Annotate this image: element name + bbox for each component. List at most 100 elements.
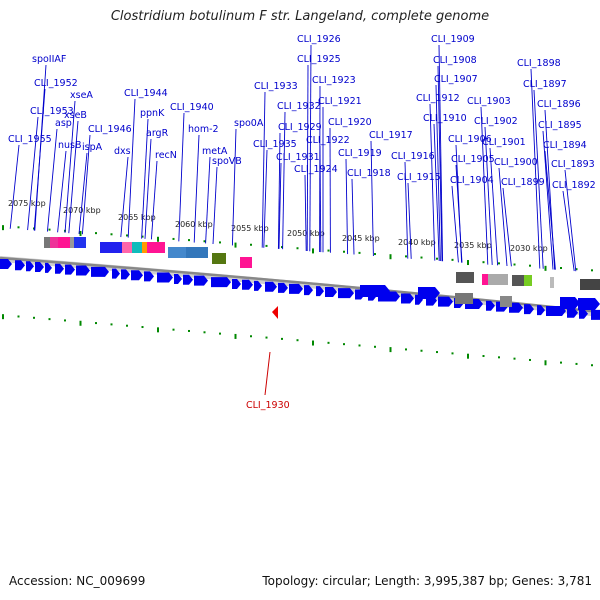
gene-label[interactable]: dxs: [114, 146, 131, 157]
gene-block[interactable]: [147, 242, 165, 253]
gene-label[interactable]: CLI_1915: [397, 172, 441, 183]
gene-label[interactable]: CLI_1918: [347, 168, 391, 179]
gene-label[interactable]: CLI_1912: [416, 93, 460, 104]
gene-arrow[interactable]: [401, 293, 414, 304]
gene-block[interactable]: [488, 274, 508, 285]
gene-arrow[interactable]: [144, 271, 154, 282]
gene-labels[interactable]: spoIIAFCLI_1952CLI_1953xseAaspxseBCLI_19…: [8, 34, 596, 411]
gene-block[interactable]: [132, 242, 142, 253]
gene-label[interactable]: ppnK: [140, 108, 165, 119]
gene-label[interactable]: xseA: [70, 90, 93, 101]
gene-label[interactable]: spoIIAF: [32, 54, 66, 65]
gene-label[interactable]: CLI_1907: [434, 74, 478, 85]
gene-arrow[interactable]: [524, 304, 534, 315]
gene-label[interactable]: CLI_1935: [253, 139, 297, 150]
gene-arrow[interactable]: [112, 268, 120, 279]
gene-arrow[interactable]: [278, 282, 288, 293]
gene-label[interactable]: CLI_1896: [537, 99, 581, 110]
gene-block[interactable]: [122, 242, 132, 253]
gene-label[interactable]: CLI_1900: [494, 157, 538, 168]
gene-arrow[interactable]: [325, 286, 337, 297]
gene-arrow[interactable]: [316, 286, 324, 297]
gene-arrow[interactable]: [438, 296, 453, 307]
gene-label[interactable]: CLI_1923: [312, 75, 356, 86]
gene-label[interactable]: hom-2: [188, 124, 219, 135]
gene-label[interactable]: CLI_1893: [551, 159, 595, 170]
gene-block[interactable]: [44, 237, 50, 248]
gene-block[interactable]: [524, 275, 532, 286]
gene-block[interactable]: [70, 237, 74, 248]
gene-block[interactable]: [212, 253, 226, 264]
gene-label[interactable]: CLI_1898: [517, 58, 561, 69]
gene-block[interactable]: [58, 237, 70, 248]
gene-label[interactable]: CLI_1920: [328, 117, 372, 128]
gene-arrow[interactable]: [45, 262, 52, 273]
gene-block[interactable]: [74, 237, 86, 248]
gene-block[interactable]: [455, 293, 473, 304]
gene-arrow[interactable]: [91, 266, 109, 277]
highlight-gene-label[interactable]: CLI_1930: [246, 400, 290, 411]
gene-block[interactable]: [168, 247, 186, 258]
gene-arrow[interactable]: [537, 305, 545, 316]
gene-arrow[interactable]: [591, 309, 600, 320]
gene-label[interactable]: CLI_1909: [431, 34, 475, 45]
gene-arrow[interactable]: [304, 285, 313, 296]
gene-label[interactable]: CLI_1904: [450, 175, 494, 186]
gene-label[interactable]: xseB: [64, 110, 87, 121]
gene-arrow[interactable]: [579, 308, 588, 319]
gene-block[interactable]: [456, 272, 474, 283]
gene-block[interactable]: [240, 257, 252, 268]
gene-label[interactable]: CLI_1908: [433, 55, 477, 66]
gene-arrow[interactable]: [131, 270, 143, 281]
gene-arrow[interactable]: [35, 262, 44, 273]
gene-label[interactable]: CLI_1894: [543, 140, 587, 151]
gene-arrow[interactable]: [121, 269, 130, 280]
gene-label[interactable]: CLI_1916: [391, 151, 435, 162]
gene-label[interactable]: spoVB: [212, 156, 242, 167]
gene-arrow-large[interactable]: [560, 297, 580, 309]
gene-label[interactable]: CLI_1955: [8, 134, 52, 145]
gene-arrow[interactable]: [65, 264, 75, 275]
gene-arrow[interactable]: [567, 307, 578, 318]
gene-label[interactable]: CLI_1924: [294, 164, 338, 175]
gene-label[interactable]: CLI_1901: [482, 137, 526, 148]
gene-block[interactable]: [142, 242, 147, 253]
gene-arrow[interactable]: [232, 278, 241, 289]
gene-block[interactable]: [482, 274, 488, 285]
gene-label[interactable]: CLI_1922: [306, 135, 350, 146]
gene-label[interactable]: CLI_1921: [318, 96, 362, 107]
gene-label[interactable]: CLI_1902: [474, 116, 518, 127]
gene-label[interactable]: CLI_1905: [451, 154, 495, 165]
gene-label[interactable]: CLI_1892: [552, 180, 596, 191]
gene-label[interactable]: CLI_1953: [30, 106, 74, 117]
gene-arrow[interactable]: [174, 273, 182, 284]
gene-label[interactable]: CLI_1895: [538, 120, 582, 131]
gene-label[interactable]: asp: [55, 118, 72, 129]
gene-arrow[interactable]: [0, 259, 12, 269]
gene-block[interactable]: [500, 296, 512, 307]
gene-block[interactable]: [550, 277, 554, 288]
gene-label[interactable]: CLI_1946: [88, 124, 132, 135]
gene-block[interactable]: [186, 247, 208, 258]
gene-arrow[interactable]: [157, 272, 173, 283]
gene-arrow[interactable]: [509, 302, 523, 313]
gene-label[interactable]: CLI_1906: [448, 134, 492, 145]
gene-label[interactable]: CLI_1910: [423, 113, 467, 124]
gene-label[interactable]: CLI_1931: [276, 152, 320, 163]
gene-block[interactable]: [100, 242, 122, 253]
gene-arrow[interactable]: [211, 277, 231, 288]
gene-label[interactable]: argR: [146, 128, 169, 139]
gene-label[interactable]: CLI_1926: [297, 34, 341, 45]
gene-arrow[interactable]: [242, 279, 253, 290]
gene-label[interactable]: CLI_1944: [124, 88, 168, 99]
gene-arrow[interactable]: [26, 261, 34, 272]
gene-label[interactable]: CLI_1932: [277, 101, 321, 112]
gene-arrow[interactable]: [338, 288, 354, 299]
gene-label[interactable]: recN: [155, 150, 177, 161]
gene-arrow-large[interactable]: [418, 287, 440, 299]
gene-label[interactable]: CLI_1897: [523, 79, 567, 90]
gene-arrow[interactable]: [183, 274, 193, 285]
gene-label[interactable]: CLI_1940: [170, 102, 214, 113]
gene-label[interactable]: CLI_1919: [338, 148, 382, 159]
